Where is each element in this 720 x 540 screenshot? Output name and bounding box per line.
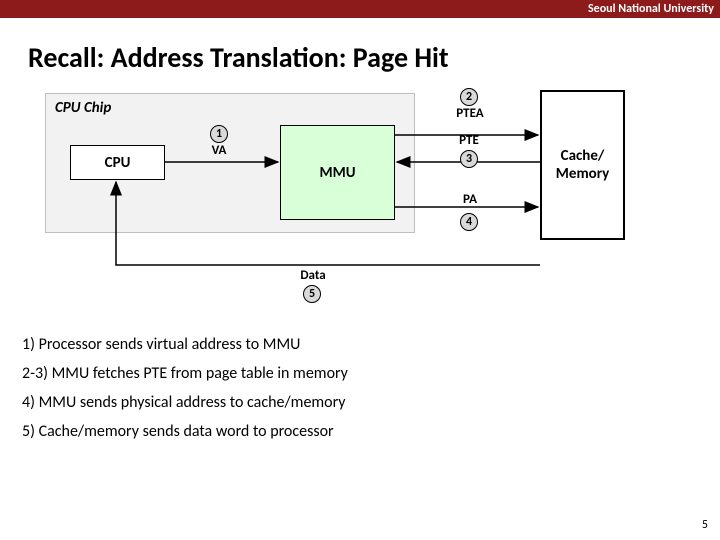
memory-label: Cache/ Memory bbox=[556, 147, 609, 183]
step-1-label: VA bbox=[206, 143, 232, 158]
step-text-3: 4) MMU sends physical address to cache/m… bbox=[22, 393, 720, 412]
mmu-label: MMU bbox=[319, 164, 355, 182]
step-text-4: 5) Cache/memory sends data word to proce… bbox=[22, 422, 720, 441]
step-text-1: 1) Processor sends virtual address to MM… bbox=[22, 335, 720, 354]
university-name: Seoul National University bbox=[588, 2, 714, 16]
step-5-label: Data bbox=[293, 268, 333, 283]
steps-text: 1) Processor sends virtual address to MM… bbox=[22, 335, 720, 441]
step-3: 3 bbox=[460, 150, 478, 168]
cpu-label: CPU bbox=[105, 154, 131, 172]
step-4: 4 bbox=[460, 213, 478, 231]
step-2: 2 bbox=[460, 88, 478, 106]
step-1: 1 bbox=[210, 125, 228, 143]
memory-box: Cache/ Memory bbox=[540, 90, 625, 240]
step-2-label: PTEA bbox=[450, 106, 490, 121]
header-bar: Seoul National University bbox=[0, 0, 720, 18]
step-3-label: PTE bbox=[452, 133, 486, 148]
step-5: 5 bbox=[303, 285, 321, 303]
diagram: CPU Chip CPU MMU Cache/ Memory 1 VA 2 PT… bbox=[0, 85, 720, 315]
slide-title: Recall: Address Translation: Page Hit bbox=[28, 40, 720, 75]
page-number: 5 bbox=[702, 518, 708, 532]
cpu-chip-label: CPU Chip bbox=[55, 99, 111, 117]
step-text-2: 2-3) MMU fetches PTE from page table in … bbox=[22, 364, 720, 383]
mmu-box: MMU bbox=[280, 125, 395, 220]
step-4-label: PA bbox=[455, 192, 485, 207]
cpu-box: CPU bbox=[70, 145, 165, 180]
